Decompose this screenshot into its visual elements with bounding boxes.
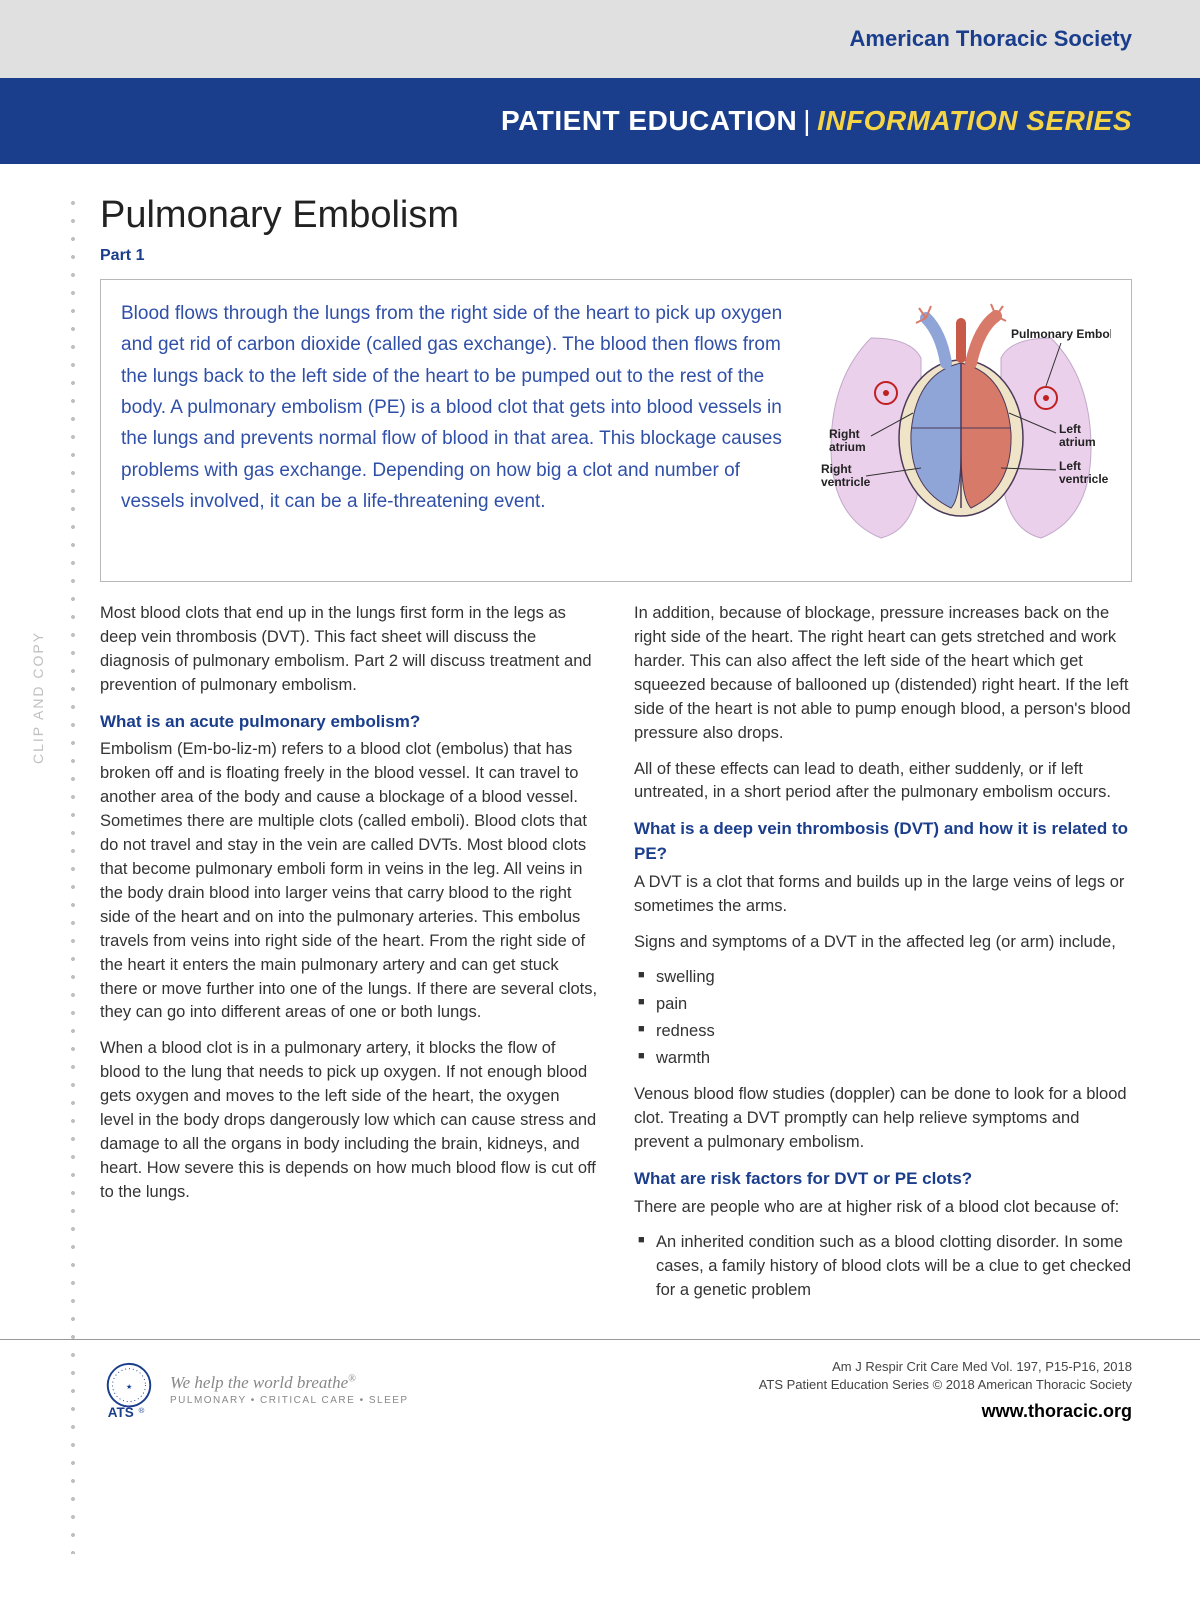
svg-text:★: ★: [126, 1383, 132, 1391]
part-label: Part 1: [100, 247, 1132, 265]
side-label: CLIP AND COPY: [30, 631, 46, 764]
diagram-svg: Pulmonary Embolism Rightatrium Rightvent…: [811, 298, 1111, 558]
col1-h1: What is an acute pulmonary embolism?: [100, 710, 598, 735]
page-content: CLIP AND COPY Pulmonary Embolism Part 1 …: [0, 164, 1200, 1315]
list-item: redness: [634, 1020, 1132, 1044]
citation-line1: Am J Respir Crit Care Med Vol. 197, P15-…: [759, 1358, 1132, 1376]
col2-h1: What is a deep vein thrombosis (DVT) and…: [634, 817, 1132, 866]
svg-text:®: ®: [139, 1406, 145, 1415]
col2-h2: What are risk factors for DVT or PE clot…: [634, 1167, 1132, 1192]
col1-p2: Embolism (Em-bo-liz-m) refers to a blood…: [100, 738, 598, 1025]
symptom-list: swelling pain redness warmth: [634, 966, 1132, 1071]
ats-logo-icon: ★ ATS ®: [100, 1361, 158, 1419]
risk-list: An inherited condition such as a blood c…: [634, 1231, 1132, 1303]
intro-text: Blood flows through the lungs from the r…: [121, 298, 793, 563]
col1-p3: When a blood clot is in a pulmonary arte…: [100, 1037, 598, 1204]
heart-lung-diagram: Pulmonary Embolism Rightatrium Rightvent…: [811, 298, 1111, 563]
intro-box: Blood flows through the lungs from the r…: [100, 279, 1132, 582]
footer: ★ ATS ® We help the world breathe® PULMO…: [0, 1340, 1200, 1451]
page-title: Pulmonary Embolism: [100, 194, 1132, 237]
logo-block: ★ ATS ® We help the world breathe® PULMO…: [100, 1361, 409, 1419]
svg-text:ATS: ATS: [108, 1405, 134, 1419]
org-name: American Thoracic Society: [850, 26, 1132, 52]
band-right: INFORMATION SERIES: [817, 105, 1132, 136]
col2-p4: Signs and symptoms of a DVT in the affec…: [634, 931, 1132, 955]
title-band: PATIENT EDUCATION|INFORMATION SERIES: [0, 78, 1200, 164]
label-pe: Pulmonary Embolism: [1011, 327, 1111, 341]
band-label: PATIENT EDUCATION|INFORMATION SERIES: [501, 105, 1132, 137]
citation-line2: ATS Patient Education Series © 2018 Amer…: [759, 1376, 1132, 1394]
citation: Am J Respir Crit Care Med Vol. 197, P15-…: [759, 1358, 1132, 1394]
column-left: Most blood clots that end up in the lung…: [100, 602, 598, 1315]
body-columns: Most blood clots that end up in the lung…: [100, 602, 1132, 1315]
col2-p2: All of these effects can lead to death, …: [634, 758, 1132, 806]
band-left: PATIENT EDUCATION: [501, 105, 797, 136]
column-right: In addition, because of blockage, pressu…: [634, 602, 1132, 1315]
list-item: pain: [634, 993, 1132, 1017]
col2-p6: There are people who are at higher risk …: [634, 1196, 1132, 1220]
col1-p1: Most blood clots that end up in the lung…: [100, 602, 598, 698]
col2-p3: A DVT is a clot that forms and builds up…: [634, 871, 1132, 919]
col2-p1: In addition, because of blockage, pressu…: [634, 602, 1132, 746]
subline: PULMONARY • CRITICAL CARE • SLEEP: [170, 1395, 409, 1406]
col2-p5: Venous blood flow studies (doppler) can …: [634, 1083, 1132, 1155]
band-sep: |: [803, 105, 811, 136]
footer-url[interactable]: www.thoracic.org: [759, 1401, 1132, 1422]
tagline: We help the world breathe®: [170, 1373, 409, 1393]
list-item: An inherited condition such as a blood c…: [634, 1231, 1132, 1303]
list-item: warmth: [634, 1047, 1132, 1071]
dots-rule: [70, 194, 80, 1554]
logo-text: We help the world breathe® PULMONARY • C…: [170, 1373, 409, 1406]
footer-right: Am J Respir Crit Care Med Vol. 197, P15-…: [759, 1358, 1132, 1421]
top-bar: American Thoracic Society: [0, 0, 1200, 78]
list-item: swelling: [634, 966, 1132, 990]
